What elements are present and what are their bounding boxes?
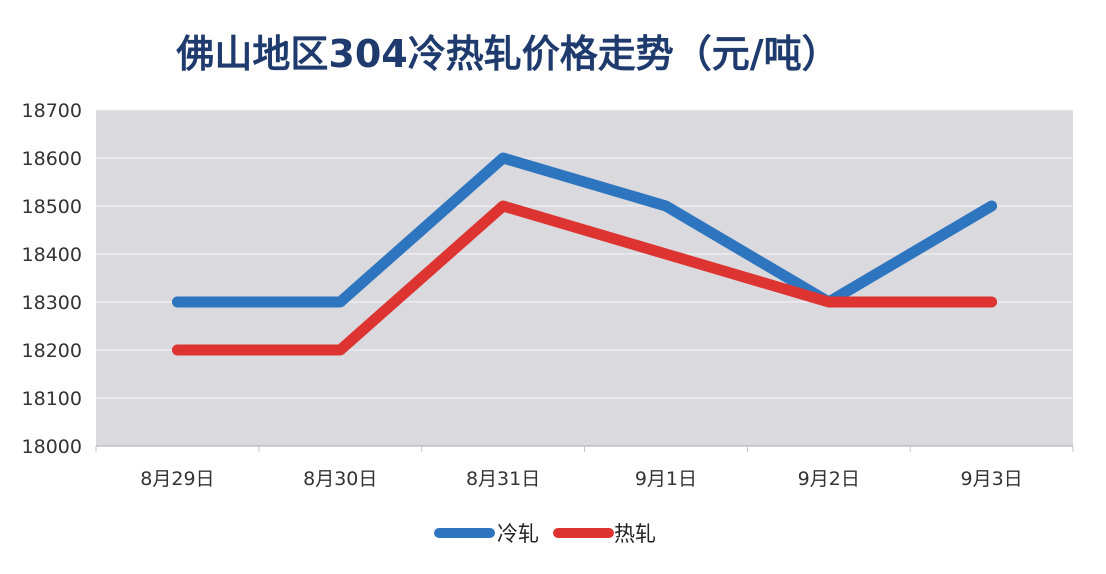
data-point <box>502 157 504 159</box>
data-point <box>176 301 178 303</box>
y-tick-label: 18700 <box>22 100 82 122</box>
plot-background <box>96 110 1073 446</box>
data-point <box>339 349 341 351</box>
series-line-hot-rolled <box>171 200 998 356</box>
x-tick-label: 8月31日 <box>466 468 540 490</box>
x-axis: 8月29日 8月30日 8月31日 9月1日 9月2日 9月3日 <box>95 446 1074 490</box>
x-tick-label: 8月29日 <box>140 468 214 490</box>
series-lines <box>171 152 998 356</box>
x-tick-label: 9月2日 <box>798 468 860 490</box>
x-tick-label: 9月3日 <box>960 468 1022 490</box>
x-tick-label: 9月1日 <box>635 468 697 490</box>
data-point <box>665 205 667 207</box>
series-line-cold-rolled <box>171 152 998 308</box>
data-point <box>991 301 993 303</box>
chart-title: 佛山地区304冷热轧价格走势（元/吨） <box>175 32 839 76</box>
y-tick-label: 18600 <box>22 148 82 170</box>
legend-label: 热轧 <box>614 522 656 546</box>
data-point <box>991 205 993 207</box>
y-tick-label: 18500 <box>22 196 82 218</box>
data-point <box>339 301 341 303</box>
y-tick-label: 18100 <box>22 388 82 410</box>
data-point <box>828 301 830 303</box>
y-axis: 18000 18100 18200 18300 18400 18500 18600 18700 <box>22 100 82 458</box>
y-tick-label: 18300 <box>22 292 82 314</box>
y-tick-label: 18000 <box>22 436 82 458</box>
y-tick-label: 18200 <box>22 340 82 362</box>
data-point <box>665 253 667 255</box>
data-point <box>502 205 504 207</box>
legend: 冷轧 热轧 <box>434 522 656 546</box>
data-point <box>176 349 178 351</box>
y-tick-label: 18400 <box>22 244 82 266</box>
x-tick-label: 8月30日 <box>303 468 377 490</box>
legend-label: 冷轧 <box>497 522 539 546</box>
